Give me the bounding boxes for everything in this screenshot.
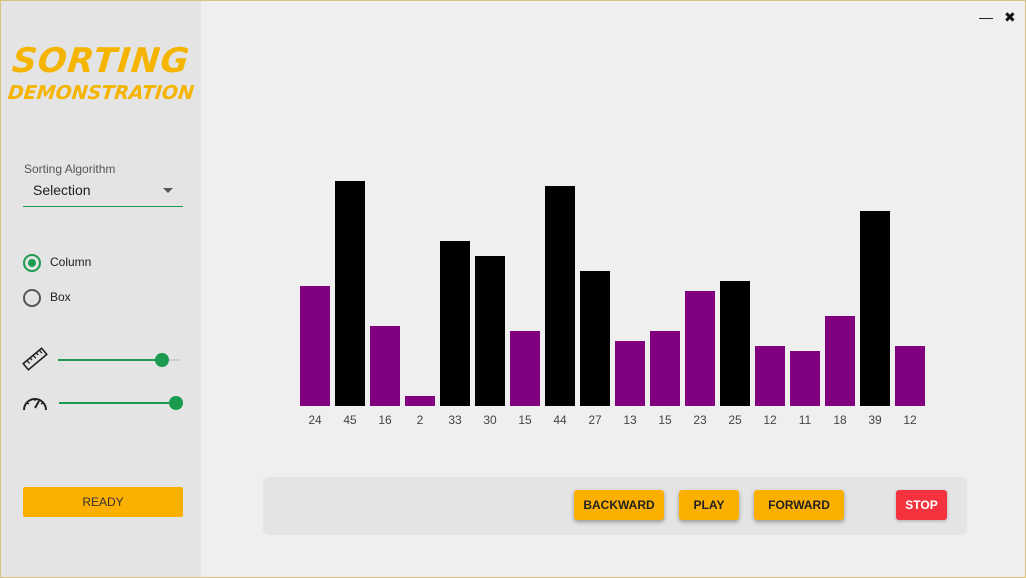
- bar-2: [370, 326, 400, 406]
- bar-label-10: 15: [658, 413, 672, 427]
- bar-label-1: 45: [343, 413, 357, 427]
- bar-0: [300, 286, 330, 406]
- bar-4: [440, 241, 470, 406]
- bar-5: [475, 256, 505, 406]
- chevron-down-icon: [163, 188, 173, 193]
- sorting-bar-chart: 24 45 16 2 33 30 15 44 27 13 15 23 25 12 11 18 39 12: [300, 181, 925, 427]
- algorithm-value: Selection: [33, 182, 91, 198]
- bar-12: [720, 281, 750, 406]
- playback-controls: BACKWARD PLAY FORWARD STOP: [263, 477, 967, 535]
- close-icon[interactable]: ✖: [1004, 9, 1016, 25]
- bar-label-2: 16: [378, 413, 392, 427]
- bar-10: [650, 331, 680, 406]
- speedometer-icon: [23, 398, 47, 411]
- bar-label-4: 33: [448, 413, 462, 427]
- algorithm-label: Sorting Algorithm: [24, 162, 116, 176]
- speed-slider-fill: [59, 402, 176, 404]
- radio-box-indicator: [23, 289, 41, 307]
- stop-button[interactable]: STOP: [896, 490, 947, 520]
- bar-15: [825, 316, 855, 406]
- play-button[interactable]: PLAY: [679, 490, 739, 520]
- radio-column-label: Column: [50, 255, 92, 269]
- bar-label-17: 12: [903, 413, 917, 427]
- bar-label-16: 39: [868, 413, 882, 427]
- bar-label-15: 18: [833, 413, 847, 427]
- bar-8: [580, 271, 610, 406]
- size-slider[interactable]: [58, 352, 180, 368]
- ready-button[interactable]: READY: [23, 487, 183, 517]
- bar-label-5: 30: [483, 413, 497, 427]
- bar-3: [405, 396, 435, 406]
- bar-6: [510, 331, 540, 406]
- size-slider-fill: [58, 359, 162, 361]
- size-slider-thumb[interactable]: [154, 353, 169, 367]
- radio-column-indicator: [23, 254, 41, 272]
- bar-17: [895, 346, 925, 406]
- bar-11: [685, 291, 715, 406]
- bar-label-7: 44: [553, 413, 567, 427]
- bar-16: [860, 211, 890, 406]
- bar-7: [545, 186, 575, 406]
- ruler-icon: [22, 347, 48, 371]
- radio-box-label: Box: [50, 290, 71, 304]
- bar-label-8: 27: [588, 413, 602, 427]
- bar-13: [755, 346, 785, 406]
- bar-label-14: 11: [799, 413, 812, 427]
- bar-label-9: 13: [623, 413, 637, 427]
- bar-label-12: 25: [728, 413, 742, 427]
- bar-label-3: 2: [417, 413, 424, 427]
- speed-slider-thumb[interactable]: [169, 396, 183, 410]
- bar-label-6: 15: [518, 413, 532, 427]
- sidebar: SORTING DEMONSTRATION Sorting Algorithm …: [1, 1, 201, 577]
- backward-button[interactable]: BACKWARD: [574, 490, 664, 520]
- bar-1: [335, 181, 365, 406]
- algorithm-select[interactable]: Selection: [23, 179, 183, 207]
- speed-slider[interactable]: [59, 395, 183, 411]
- bar-label-0: 24: [308, 413, 322, 427]
- bar-14: [790, 351, 820, 406]
- forward-button[interactable]: FORWARD: [754, 490, 844, 520]
- minimize-icon[interactable]: —: [979, 9, 993, 25]
- bar-label-13: 12: [763, 413, 777, 427]
- bar-label-11: 23: [693, 413, 707, 427]
- bar-9: [615, 341, 645, 406]
